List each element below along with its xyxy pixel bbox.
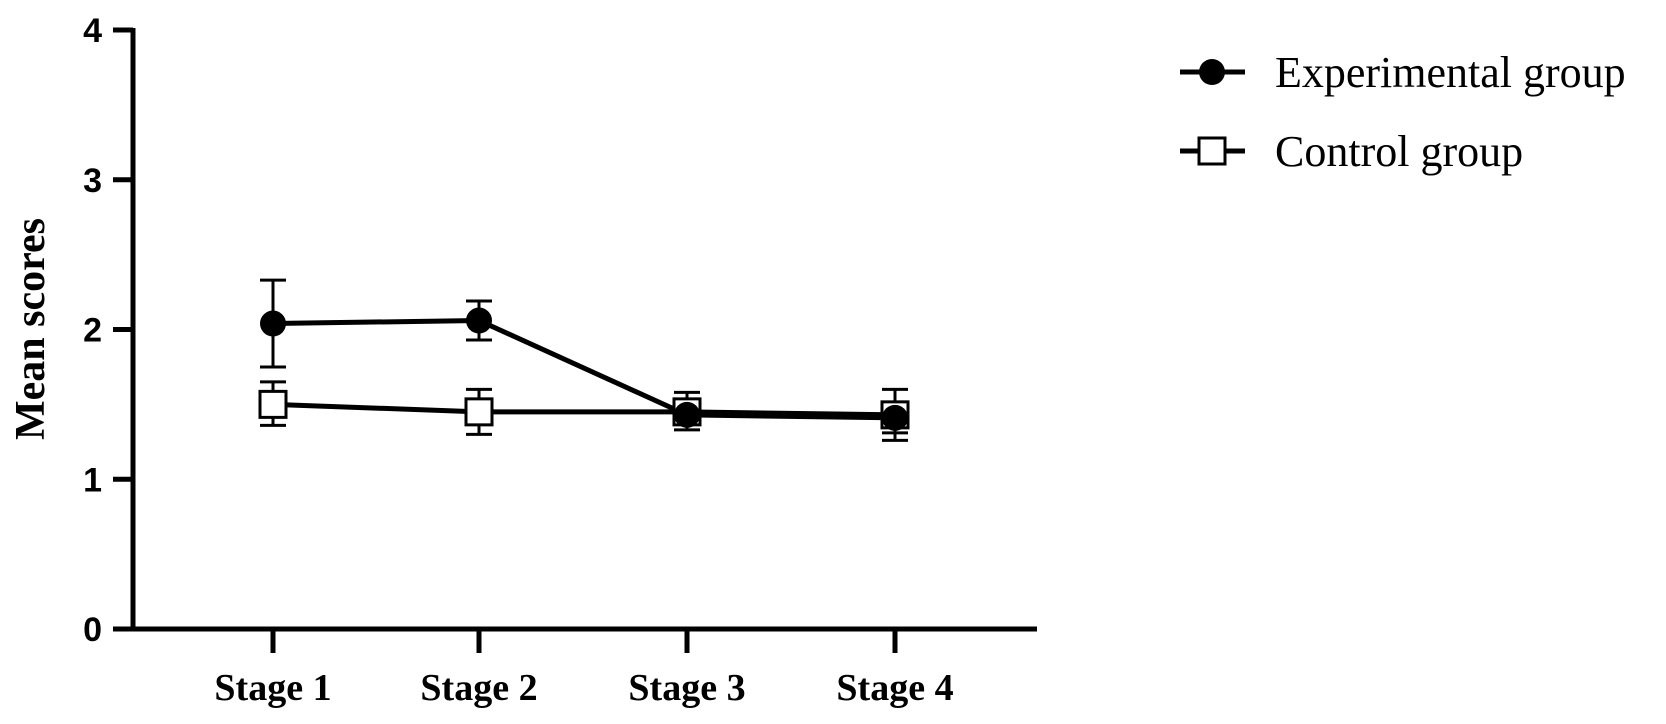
legend-marker bbox=[1199, 59, 1225, 85]
data-point bbox=[674, 401, 700, 428]
data-point bbox=[258, 389, 288, 419]
legend-marker bbox=[1197, 136, 1227, 166]
y-tick-label: 4 bbox=[83, 12, 102, 50]
data-point bbox=[464, 397, 494, 427]
legend: Experimental group Control group bbox=[1180, 48, 1626, 176]
y-tick-label: 3 bbox=[83, 162, 102, 200]
x-ticks: Stage 1 Stage 2 Stage 3 Stage 4 bbox=[214, 629, 954, 709]
y-tick-label: 0 bbox=[83, 611, 102, 649]
series-line bbox=[272, 318, 896, 421]
plot-area bbox=[258, 278, 910, 442]
legend-item: Experimental group bbox=[1180, 48, 1626, 97]
data-point bbox=[466, 307, 492, 334]
data-point bbox=[260, 310, 286, 337]
y-tick-label: 1 bbox=[83, 461, 102, 499]
x-tick-label: Stage 3 bbox=[628, 667, 745, 709]
axes: 0 1 2 3 4 Stage 1 Stage 2 Stage 3 Stage 4 bbox=[83, 12, 1037, 709]
x-tick-label: Stage 4 bbox=[836, 667, 953, 709]
y-tick-label: 2 bbox=[83, 312, 102, 350]
legend-label: Experimental group bbox=[1275, 48, 1626, 97]
x-tick-label: Stage 2 bbox=[420, 667, 537, 709]
series-line bbox=[272, 401, 896, 418]
legend-item: Control group bbox=[1180, 127, 1523, 176]
y-ticks: 0 1 2 3 4 bbox=[83, 12, 133, 649]
legend-label: Control group bbox=[1275, 127, 1523, 176]
data-point bbox=[882, 404, 908, 431]
y-axis-title: Mean scores bbox=[8, 218, 54, 440]
x-tick-label: Stage 1 bbox=[214, 667, 331, 709]
